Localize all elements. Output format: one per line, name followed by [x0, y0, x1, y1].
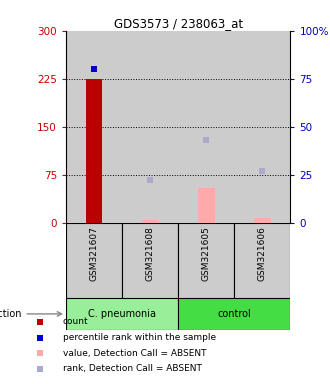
Bar — [66, 31, 122, 223]
Bar — [122, 31, 178, 223]
Bar — [66, 223, 122, 298]
Bar — [234, 223, 290, 298]
Text: GSM321605: GSM321605 — [202, 227, 211, 281]
Text: GSM321607: GSM321607 — [89, 227, 99, 281]
Title: GDS3573 / 238063_at: GDS3573 / 238063_at — [114, 17, 243, 30]
Bar — [254, 218, 271, 223]
Text: GSM321608: GSM321608 — [146, 227, 155, 281]
Text: GSM321606: GSM321606 — [258, 227, 267, 281]
Bar — [178, 31, 234, 223]
Bar — [234, 31, 290, 223]
Text: value, Detection Call = ABSENT: value, Detection Call = ABSENT — [63, 349, 206, 358]
Bar — [85, 79, 102, 223]
Bar — [142, 220, 158, 223]
Text: C. pneumonia: C. pneumonia — [88, 309, 156, 319]
Text: infection: infection — [0, 309, 62, 319]
Bar — [66, 298, 178, 330]
Bar — [178, 298, 290, 330]
Text: rank, Detection Call = ABSENT: rank, Detection Call = ABSENT — [63, 364, 202, 373]
Bar — [198, 187, 214, 223]
Bar — [178, 223, 234, 298]
Text: percentile rank within the sample: percentile rank within the sample — [63, 333, 216, 342]
Bar — [122, 223, 178, 298]
Text: control: control — [217, 309, 251, 319]
Text: count: count — [63, 318, 88, 326]
